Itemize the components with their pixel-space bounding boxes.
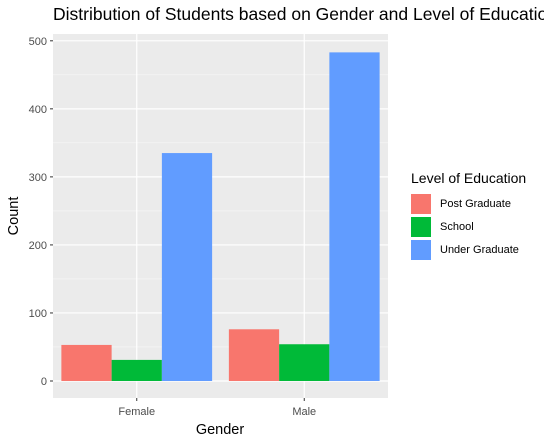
legend-title: Level of Education [411,170,527,186]
chart-title: Distribution of Students based on Gender… [53,4,544,24]
legend-item: Post Graduate [411,192,526,215]
bar-post-graduate-male [228,329,280,381]
bar-under-graduate-male [329,52,380,381]
legend-label: Under Graduate [440,243,519,256]
legend-label: Post Graduate [440,197,511,210]
legend-swatch [411,216,431,237]
y-tick-label: 200 [29,240,47,252]
bar-school-female [111,359,162,381]
legend-swatch [411,193,431,214]
x-axis-ticks: Female Male [118,398,316,418]
legend-label: School [440,220,474,233]
bars [61,52,380,381]
y-axis-title: Count [6,197,22,236]
x-tick-label: Male [292,406,316,418]
bar-school-male [279,344,330,381]
legend-item: Under Graduate [411,238,526,261]
y-axis-ticks: 0 100 200 300 400 500 [29,36,53,388]
y-tick-label: 100 [29,308,47,320]
bar-post-graduate-female [61,344,112,381]
y-tick-label: 300 [29,172,47,184]
x-axis-title: Gender [196,422,245,438]
legend-item: School [411,215,526,238]
y-tick-label: 0 [41,376,47,388]
bar-under-graduate-female [161,153,213,381]
legend-swatch [411,239,431,260]
legend: Level of Education Post Graduate School Un… [411,170,526,261]
x-tick-label: Female [118,406,155,418]
y-tick-label: 400 [29,104,47,116]
y-tick-label: 500 [29,36,47,48]
